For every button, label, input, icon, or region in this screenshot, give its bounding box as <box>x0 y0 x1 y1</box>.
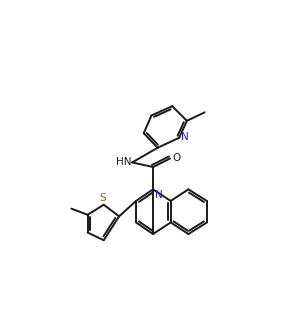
Text: HN: HN <box>116 157 131 167</box>
Text: N: N <box>181 132 188 142</box>
Text: S: S <box>100 193 106 203</box>
Text: N: N <box>155 190 162 200</box>
Text: O: O <box>172 153 180 163</box>
